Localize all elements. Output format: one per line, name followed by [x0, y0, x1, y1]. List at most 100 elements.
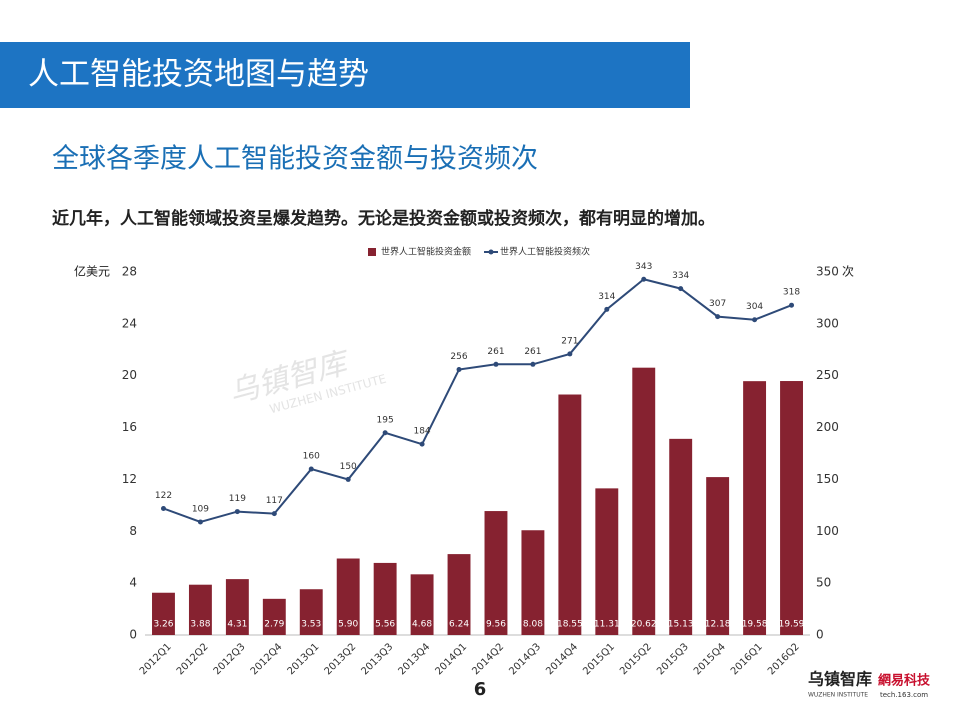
x-tick-label: 2015Q3	[655, 641, 691, 677]
line-point	[382, 430, 388, 436]
bar-value-label: 3.26	[153, 620, 173, 630]
line-point	[345, 476, 351, 482]
bar	[669, 438, 693, 635]
bar	[410, 574, 434, 635]
bar-value-label: 11.31	[594, 620, 620, 630]
y2-tick-label: 100	[816, 524, 839, 538]
bar	[632, 367, 656, 635]
line-point	[752, 317, 758, 323]
line-value-label: 150	[340, 462, 357, 472]
line-point	[641, 276, 647, 282]
bar	[521, 530, 545, 635]
x-tick-label: 2016Q1	[729, 641, 765, 677]
bar-value-label: 3.88	[190, 620, 210, 630]
line-value-label: 314	[598, 292, 615, 302]
line-point	[456, 366, 462, 372]
bar	[595, 488, 619, 635]
x-tick-label: 2012Q3	[212, 641, 248, 677]
x-tick-label: 2015Q1	[581, 641, 617, 677]
bar	[299, 589, 323, 635]
line-value-label: 307	[709, 299, 726, 309]
bar-value-label: 18.55	[557, 620, 583, 630]
line-point	[530, 361, 536, 367]
line-value-label: 271	[561, 336, 578, 346]
line-value-label: 117	[266, 496, 283, 506]
y-tick-label: 28	[122, 265, 137, 279]
bar-value-label: 4.68	[412, 620, 432, 630]
y2-tick-label: 350	[816, 265, 839, 279]
bar	[447, 554, 471, 635]
x-tick-label: 2014Q1	[433, 641, 469, 677]
line-value-label: 304	[746, 302, 763, 312]
line-value-label: 195	[377, 415, 394, 425]
logo-left-sub: WUZHEN INSTITUTE	[808, 692, 868, 699]
legend-label: 世界人工智能投资金额	[381, 246, 471, 258]
x-tick-label: 2013Q1	[286, 641, 322, 677]
y-tick-label: 12	[122, 472, 137, 486]
banner-bg	[0, 42, 690, 108]
bar	[706, 477, 730, 635]
bar	[152, 592, 175, 635]
line-value-label: 256	[450, 352, 467, 362]
line-value-label: 261	[524, 347, 541, 357]
line-point	[419, 441, 425, 447]
x-tick-label: 2015Q2	[618, 641, 654, 677]
bar	[188, 584, 212, 635]
y-axis-label: 亿美元	[74, 264, 110, 279]
y2-tick-label: 200	[816, 420, 839, 434]
bar	[558, 394, 582, 635]
x-tick-label: 2016Q2	[766, 641, 802, 677]
line-value-label: 318	[783, 288, 800, 298]
x-tick-label: 2012Q2	[175, 641, 211, 677]
y-tick-label: 4	[129, 576, 137, 590]
x-tick-label: 2013Q3	[360, 641, 396, 677]
banner-title: 人工智能投资地图与趋势	[28, 57, 369, 93]
y2-tick-label: 50	[816, 576, 831, 590]
y-tick-label: 16	[122, 420, 137, 434]
bar-value-label: 19.59	[779, 620, 805, 630]
y2-tick-label: 150	[816, 472, 839, 486]
y-tick-label: 0	[129, 628, 137, 642]
line-value-label: 343	[635, 262, 652, 272]
bar	[336, 558, 360, 635]
x-tick-label: 2014Q4	[544, 641, 580, 677]
bar-value-label: 20.62	[631, 620, 657, 630]
x-tick-label: 2013Q2	[323, 641, 359, 677]
bar-value-label: 5.56	[375, 620, 395, 630]
bar	[373, 562, 397, 635]
y-tick-label: 8	[129, 524, 137, 538]
line-value-label: 334	[672, 271, 689, 281]
bar	[225, 579, 249, 635]
line	[163, 278, 792, 524]
line-point	[308, 466, 314, 472]
bar-value-label: 12.18	[705, 620, 731, 630]
description: 近几年，人工智能领域投资呈爆发趋势。无论是投资金额或投资频次，都有明显的增加。	[52, 208, 715, 229]
legend-swatch	[368, 248, 376, 256]
y2-axis-label: 次	[842, 265, 854, 279]
legend-swatch	[488, 249, 494, 255]
bar-value-label: 15.13	[668, 620, 694, 630]
y2-tick-label: 250	[816, 368, 839, 382]
line-point	[678, 286, 684, 292]
line-value-label: 119	[229, 494, 246, 504]
logo-right: 網易科技	[878, 673, 931, 689]
bar-value-label: 9.56	[486, 620, 506, 630]
line-point	[271, 511, 277, 517]
line-value-label: 261	[487, 347, 504, 357]
y2-tick-label: 0	[816, 628, 824, 642]
line-value-label: 122	[155, 491, 172, 501]
line-point	[604, 306, 610, 312]
bar-value-label: 6.24	[449, 620, 469, 630]
x-tick-label: 2013Q4	[396, 641, 432, 677]
line-value-label: 184	[413, 427, 430, 437]
bar	[743, 381, 767, 635]
line-point	[160, 505, 166, 511]
legend-label: 世界人工智能投资频次	[500, 246, 590, 258]
line-value-label: 160	[303, 452, 320, 462]
bar-value-label: 19.58	[742, 620, 768, 630]
bar-value-label: 4.31	[227, 620, 247, 630]
logo-left: 乌镇智库	[808, 670, 872, 689]
x-tick-label: 2015Q4	[692, 641, 728, 677]
